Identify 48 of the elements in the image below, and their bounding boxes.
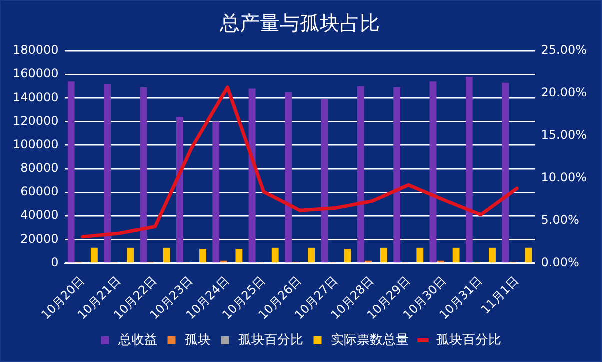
bar	[68, 82, 75, 263]
legend-label: 孤块百分比	[238, 332, 304, 348]
bar	[90, 248, 98, 263]
bar	[489, 248, 496, 263]
bar	[163, 248, 170, 263]
y-tick-label: 80000	[20, 161, 59, 176]
y2-tick-label: 5.00%	[541, 212, 580, 227]
y2-tick-label: 0.00%	[541, 255, 580, 270]
y2-tick-label: 20.00%	[541, 86, 588, 100]
legend-label: 总收益	[117, 332, 158, 348]
y2-tick-label: 10.00%	[541, 170, 588, 184]
y-tick-label: 20000	[20, 232, 59, 246]
bar	[525, 248, 532, 263]
bar	[285, 92, 292, 263]
legend-label: 实际票数总量	[330, 332, 409, 348]
bar	[321, 99, 328, 263]
bar	[394, 88, 401, 263]
y-tick-label: 140000	[12, 90, 59, 104]
y-tick-label: 180000	[12, 43, 59, 58]
legend-label: 孤块百分比	[436, 332, 502, 348]
y-tick-label: 0	[51, 255, 59, 270]
bar	[452, 248, 460, 263]
bar	[430, 82, 437, 263]
bar	[104, 84, 112, 263]
y2-tick-label: 25.00%	[541, 43, 588, 58]
bar	[176, 117, 184, 263]
bar	[200, 249, 206, 263]
y-tick-label: 60000	[20, 184, 59, 199]
bar	[466, 76, 473, 263]
bar	[140, 88, 148, 263]
y2-tick-label: 15.00%	[541, 128, 588, 142]
bar	[357, 86, 364, 263]
bar	[127, 248, 134, 263]
y-tick-label: 120000	[12, 114, 59, 128]
bar	[308, 248, 316, 263]
legend-label: 孤块	[184, 332, 211, 348]
bar	[272, 248, 279, 263]
y-tick-label: 100000	[12, 137, 59, 152]
chart-title: 总产量与孤块占比	[219, 11, 380, 36]
bar	[502, 82, 510, 263]
y-tick-label: 40000	[20, 208, 59, 222]
bar	[344, 249, 352, 263]
bar	[380, 248, 388, 263]
bar	[212, 122, 220, 263]
bar	[236, 249, 243, 263]
y-tick-label: 160000	[12, 66, 59, 81]
bar	[248, 88, 256, 263]
bar	[416, 248, 424, 263]
